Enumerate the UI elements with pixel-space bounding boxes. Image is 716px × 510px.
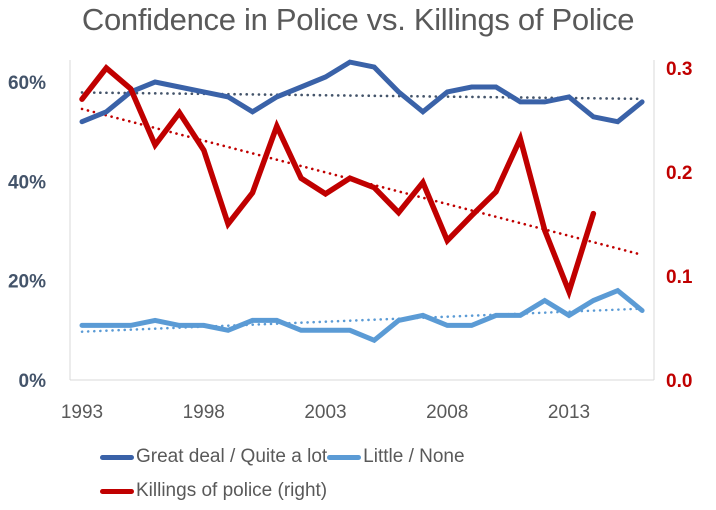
data-point-little-none — [421, 313, 425, 317]
data-point-great-deal — [250, 110, 254, 114]
data-point-little-none — [591, 299, 595, 303]
data-point-little-none — [348, 328, 352, 332]
chart-plot: 0% 20% 40% 60% 0.0 0.1 0.2 0.3 1993 1998 2003 2008 2… — [8, 59, 693, 423]
data-point-great-deal — [299, 85, 303, 89]
data-point-great-deal — [470, 85, 474, 89]
data-point-little-none — [372, 338, 376, 342]
data-point-little-none — [445, 323, 449, 327]
legend-item-killings: Killings of police (right) — [100, 480, 327, 502]
data-point-little-none — [494, 313, 498, 317]
trendline-great-deal — [80, 91, 644, 101]
data-point-great-deal — [518, 100, 522, 104]
y-right-tick-label: 0.3 — [666, 59, 692, 80]
data-point-great-deal — [324, 75, 328, 79]
data-point-little-none — [518, 313, 522, 317]
data-point-great-deal — [275, 95, 279, 99]
y-right-tick-label: 0.1 — [666, 267, 693, 288]
data-point-great-deal — [494, 85, 498, 89]
x-tick-label: 2008 — [426, 402, 468, 423]
data-point-little-none — [177, 323, 181, 327]
trendline-little-none — [80, 307, 644, 334]
trendline-killings — [80, 107, 644, 257]
data-point-great-deal — [348, 60, 352, 64]
legend-label-great-deal: Great deal / Quite a lot — [136, 446, 328, 467]
data-point-little-none — [202, 323, 206, 327]
series-line-little-none — [79, 287, 645, 344]
data-point-little-none — [397, 318, 401, 322]
data-point-great-deal — [104, 110, 108, 114]
data-point-great-deal — [445, 90, 449, 94]
data-point-great-deal — [80, 120, 84, 124]
y-left-tick-label: 40% — [8, 172, 46, 193]
data-point-little-none — [153, 318, 157, 322]
data-point-great-deal — [153, 80, 157, 84]
data-point-great-deal — [543, 100, 547, 104]
chart-title: Confidence in Police vs. Killings of Pol… — [81, 2, 635, 37]
data-point-great-deal — [226, 95, 230, 99]
legend-swatch-little-none — [327, 454, 362, 460]
legend-item-little-none: Little / None — [327, 446, 465, 468]
data-point-little-none — [275, 318, 279, 322]
data-point-little-none — [226, 328, 230, 332]
legend-item-great-deal: Great deal / Quite a lot — [100, 446, 327, 468]
x-tick-label: 2003 — [304, 402, 346, 423]
data-point-great-deal — [397, 90, 401, 94]
y-left-tick-label: 20% — [8, 272, 46, 293]
data-point-little-none — [543, 299, 547, 303]
y-left-tick-label: 0% — [19, 371, 47, 392]
data-point-great-deal — [177, 85, 181, 89]
data-point-little-none — [104, 323, 108, 327]
data-point-great-deal — [591, 115, 595, 119]
legend-swatch-great-deal — [100, 454, 134, 460]
data-point-great-deal — [640, 100, 644, 104]
data-point-little-none — [324, 328, 328, 332]
data-point-little-none — [616, 289, 620, 293]
data-point-great-deal — [567, 95, 571, 99]
series-line-great-deal — [79, 59, 645, 125]
y-left-tick-label: 60% — [8, 73, 46, 94]
data-point-great-deal — [372, 65, 376, 69]
x-tick-label: 1993 — [61, 402, 103, 423]
x-tick-label: 2013 — [548, 402, 590, 423]
legend-label-little-none: Little / None — [363, 446, 465, 467]
y-right-tick-label: 0.0 — [666, 371, 692, 392]
data-point-little-none — [567, 313, 571, 317]
series-line-killings — [79, 64, 597, 300]
y-right-tick-label: 0.2 — [666, 163, 692, 184]
data-point-great-deal — [421, 110, 425, 114]
data-point-little-none — [250, 318, 254, 322]
x-tick-label: 1998 — [183, 402, 225, 423]
data-point-great-deal — [202, 90, 206, 94]
legend-swatch-killings — [100, 488, 134, 494]
legend-label-killings: Killings of police (right) — [136, 480, 328, 501]
data-point-little-none — [640, 308, 644, 312]
data-point-little-none — [470, 323, 474, 327]
data-point-little-none — [299, 328, 303, 332]
legend: Great deal / Quite a lot Little / None K… — [100, 440, 465, 508]
data-point-little-none — [80, 323, 84, 327]
data-point-great-deal — [616, 120, 620, 124]
data-point-little-none — [129, 323, 133, 327]
